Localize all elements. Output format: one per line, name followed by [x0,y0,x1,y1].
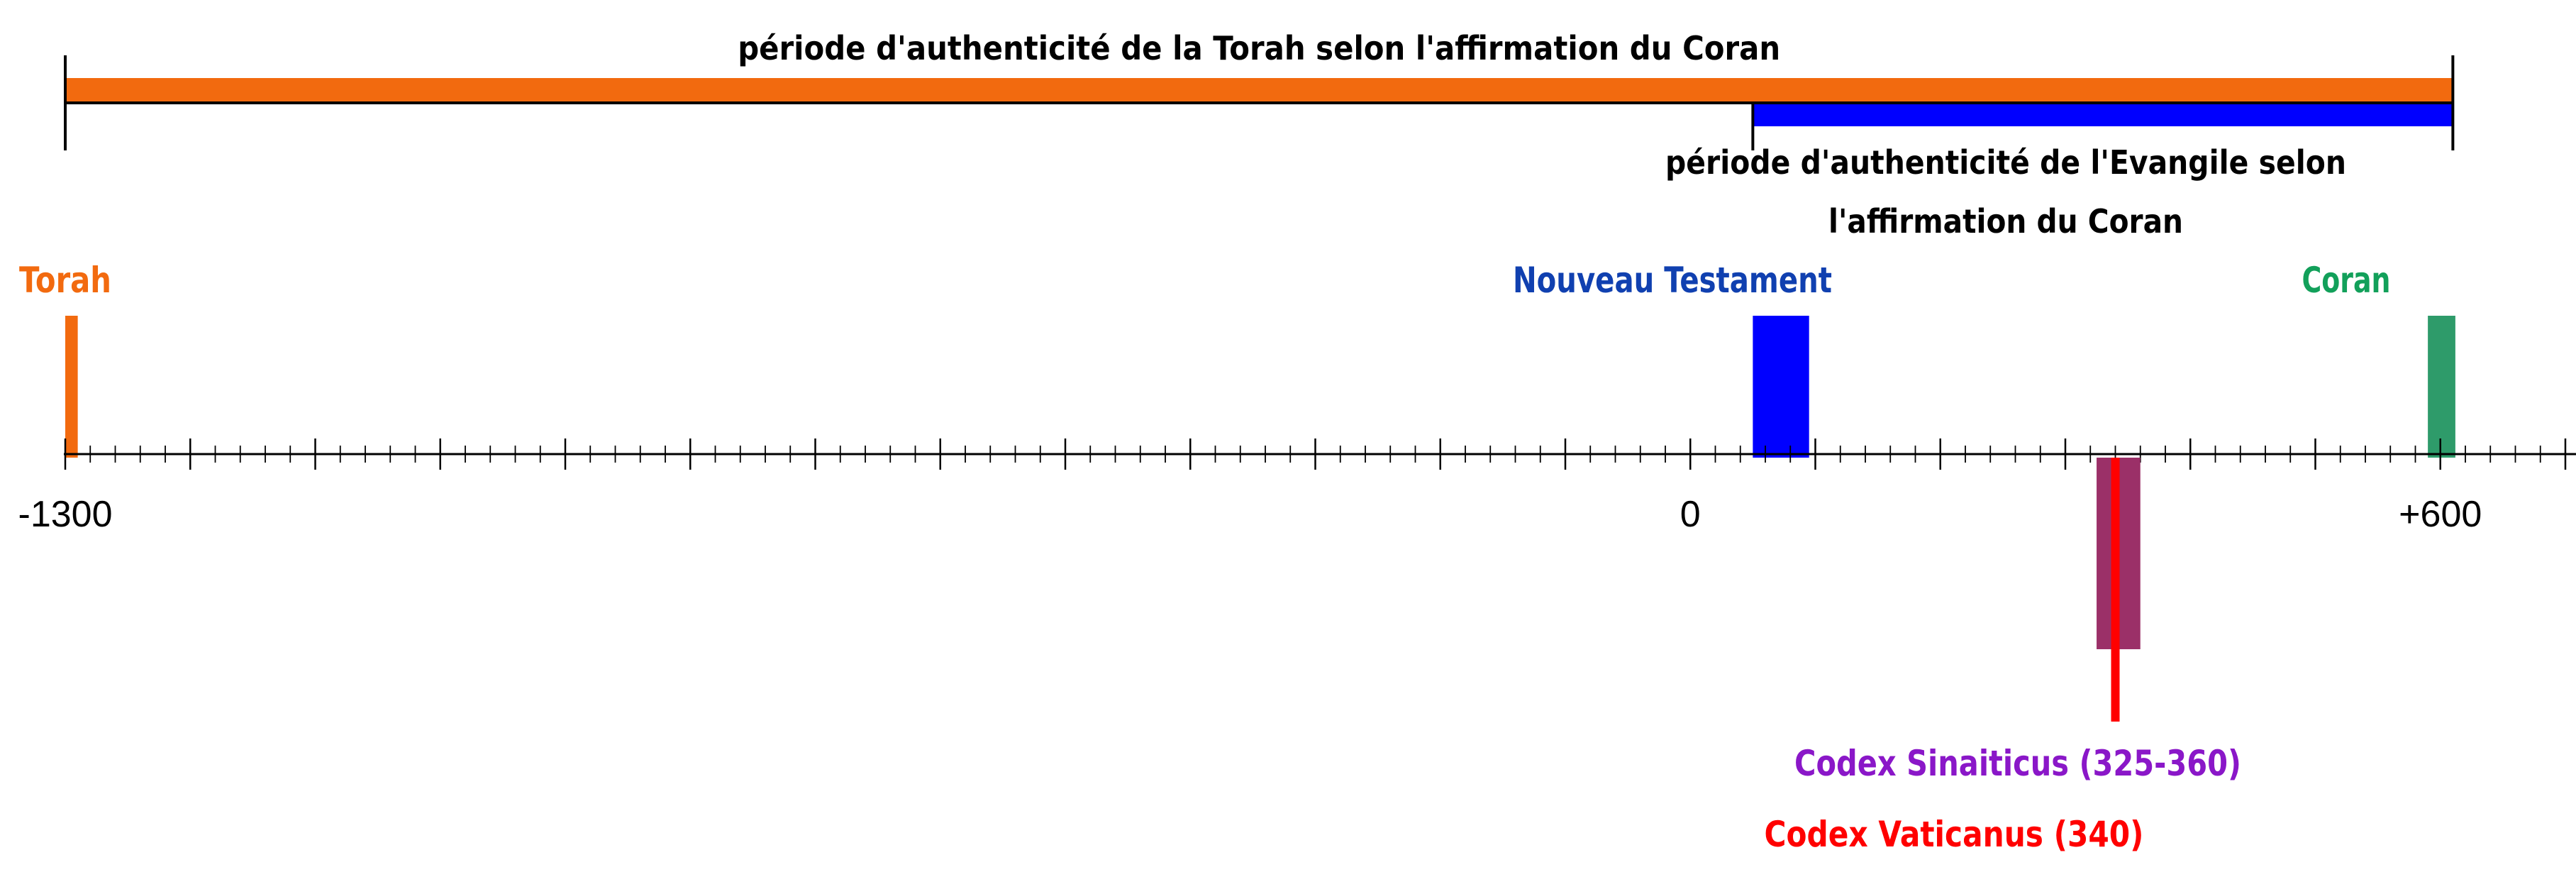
codex-vaticanus-label: Codex Vaticanus (340) [1765,814,2144,855]
periods-layer: période d'authenticité de la Torah selon… [65,29,2453,241]
markers-layer: Torah Nouveau Testament Coran [19,260,2455,458]
axis-tick-label: -1300 [18,494,113,535]
coran-label: Coran [2302,260,2391,301]
gospel-period-label-line-2: l'affirmation du Coran [1828,202,2183,241]
axis-layer: -1300 0 +600 [18,438,2576,535]
nouveau-testament-marker [1753,316,1809,458]
torah-marker [65,316,78,458]
gospel-period-bar [1753,104,2453,126]
gospel-period-label-line-1: période d'authenticité de l'Evangile sel… [1665,143,2346,182]
coran-marker [2428,316,2455,458]
nouveau-testament-label: Nouveau Testament [1513,260,1832,301]
torah-period-bar [65,78,2453,102]
codex-vaticanus-marker [2111,458,2120,722]
torah-label: Torah [19,260,111,301]
torah-period-label: période d'authenticité de la Torah selon… [738,29,1780,67]
axis-tick-label: +600 [2399,494,2482,535]
codex-sinaiticus-label: Codex Sinaiticus (325-360) [1794,743,2241,784]
codices-layer: Codex Sinaiticus (325-360) Codex Vaticanu… [1765,458,2242,855]
axis-tick-label: 0 [1680,494,1701,535]
